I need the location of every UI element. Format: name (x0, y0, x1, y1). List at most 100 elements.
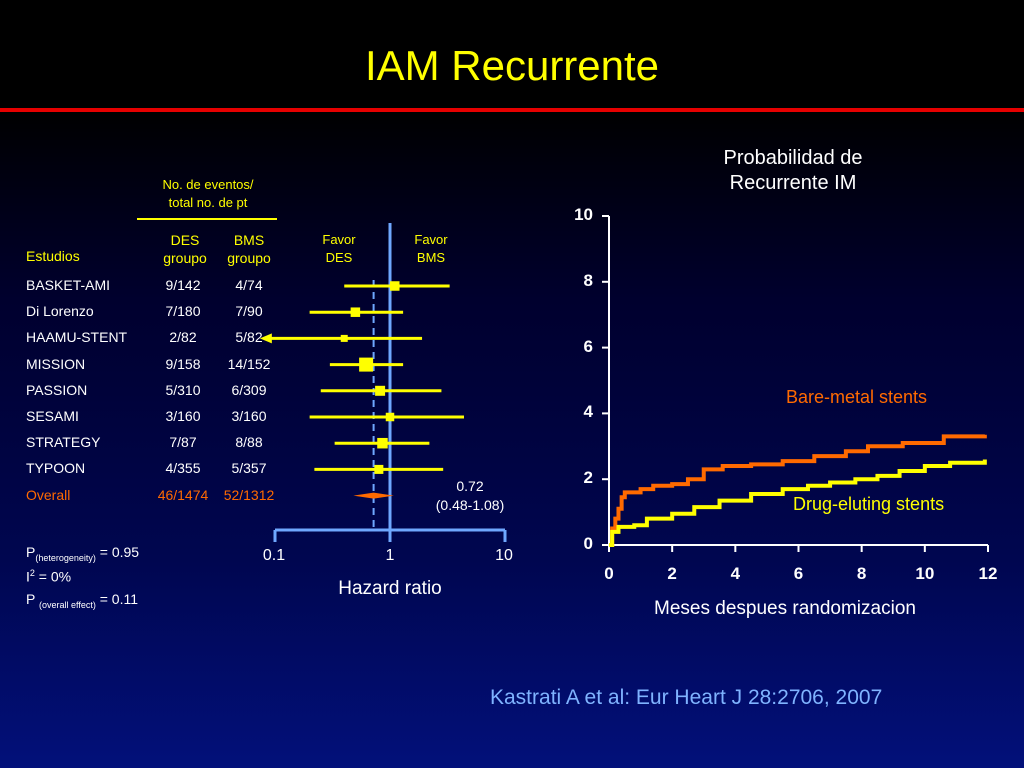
hr-tick-1: 1 (385, 547, 395, 564)
bms-events: 14/152 (227, 355, 271, 372)
events-header-rule (137, 218, 277, 220)
km-x-tick-label: 0 (604, 564, 614, 583)
overall-value: 0.72 (456, 478, 484, 494)
study-name: MISSION (26, 355, 86, 372)
bms-events: 5/82 (235, 329, 263, 346)
favor-bms-label: Favor BMS (401, 231, 461, 267)
study-name: BASKET-AMI (26, 277, 111, 293)
hr-tick-10: 10 (495, 547, 513, 564)
des-events: 9/142 (165, 277, 201, 293)
events-header-line1: No. de eventos/ (162, 177, 254, 192)
p-overall-sub: (overall effect) (38, 599, 96, 610)
overall-diamond (353, 492, 394, 499)
des-events: 5/310 (165, 381, 201, 398)
bms-events: 3/160 (231, 408, 267, 424)
km-x-tick-label: 12 (978, 564, 998, 583)
bms-events: 4/74 (235, 277, 263, 293)
des-header-line1: DES (170, 232, 200, 248)
overall-label: Overall (26, 486, 71, 503)
bms-header: BMS groupo (216, 231, 282, 267)
events-header-line2: total no. de pt (168, 195, 248, 210)
p-overall-prefix: P (26, 591, 36, 607)
km-x-tick-label: 6 (793, 564, 804, 583)
i2-sup: 2 (29, 568, 35, 578)
study-name: PASSION (26, 381, 88, 398)
bms-header-line1: BMS (233, 232, 265, 248)
hazard-ratio-label: Hazard ratio (338, 578, 442, 599)
des-events: 2/82 (169, 329, 197, 346)
study-name: Di Lorenzo (26, 303, 94, 320)
study-name: STRATEGY (26, 434, 101, 451)
overall-bms-events: 52/1312 (223, 486, 275, 503)
study-name: HAAMU-STENT (26, 329, 128, 346)
bare-metal-curve (609, 434, 987, 547)
drug-eluting-curve (609, 459, 987, 547)
overall-des-events: 46/1474 (157, 486, 209, 503)
favor-bms-line1: Favor (414, 232, 448, 247)
p-het-prefix: P (26, 544, 36, 560)
citation: Kastrati A et al: Eur Heart J 28:2706, 2… (490, 686, 883, 709)
slide-title: IAM Recurrente (364, 42, 660, 89)
p-heterogeneity: P(heterogeneity) = 0.95 (26, 544, 139, 563)
bms-events: 5/357 (231, 460, 267, 477)
study-estimate-square (390, 281, 400, 291)
des-events: 3/160 (165, 408, 201, 424)
des-header: DES groupo (150, 231, 220, 267)
study-name: TYPOON (26, 460, 86, 477)
km-y-tick-label: 4 (583, 402, 593, 422)
km-chart-title: Probabilidad de Recurrente IM (690, 146, 896, 196)
study-estimate-square (385, 412, 395, 422)
favor-des-label: Favor DES (309, 231, 369, 267)
km-x-tick-label: 10 (915, 564, 935, 583)
bms-events: 8/88 (235, 434, 263, 451)
overall-ci: (0.48-1.08) (435, 497, 505, 513)
favor-bms-line2: BMS (416, 250, 446, 265)
overall-estimate: 0.72 (0.48-1.08) (420, 477, 520, 515)
favor-des-line2: DES (325, 250, 353, 265)
des-header-line2: groupo (163, 250, 207, 266)
events-header: No. de eventos/ total no. de pt (140, 176, 276, 212)
km-x-tick-label: 2 (667, 564, 677, 583)
study-estimate-square (340, 334, 348, 342)
km-x-axis-label: Meses despues randomizacion (654, 598, 916, 619)
favor-des-line1: Favor (322, 232, 356, 247)
km-y-tick-label: 6 (583, 336, 593, 356)
km-title-line1: Probabilidad de (723, 147, 863, 169)
i2-value: = 0% (38, 568, 72, 585)
hr-tick-0.1: 0.1 (262, 547, 286, 564)
title-divider (0, 108, 1024, 112)
study-estimate-square (374, 464, 384, 474)
des-events: 7/180 (165, 303, 201, 320)
bms-events: 6/309 (231, 381, 267, 398)
km-x-tick-label: 8 (856, 564, 867, 583)
study-estimate-square (359, 357, 374, 372)
i2-prefix: I (26, 568, 30, 585)
i-squared: I2 = 0% (26, 568, 71, 585)
km-x-tick-label: 4 (730, 564, 741, 583)
bms-header-line2: groupo (227, 250, 271, 266)
km-y-tick-label: 2 (583, 468, 593, 488)
des-events: 7/87 (169, 434, 197, 451)
bare-metal-label: Bare-metal stents (786, 387, 928, 407)
des-events: 9/158 (165, 355, 201, 372)
km-y-tick-label: 8 (583, 270, 593, 290)
p-overall-value: = 0.11 (99, 591, 139, 607)
study-estimate-square (350, 307, 361, 317)
p-het-sub: (heterogeneity) (35, 552, 96, 563)
study-estimate-square (375, 385, 386, 396)
des-events: 4/355 (165, 460, 201, 477)
km-y-tick-label: 10 (574, 205, 593, 224)
km-y-tick-label: 0 (583, 534, 593, 553)
studies-header: Estudios (26, 248, 80, 264)
p-het-value: = 0.95 (99, 544, 140, 560)
ci-arrow (259, 333, 272, 344)
bms-events: 7/90 (235, 303, 263, 320)
km-title-line2: Recurrente IM (729, 172, 857, 194)
study-estimate-square (377, 437, 388, 449)
study-name: SESAMI (26, 408, 79, 424)
drug-eluting-label: Drug-eluting stents (793, 494, 945, 514)
p-overall-effect: P (overall effect) = 0.11 (26, 591, 138, 610)
